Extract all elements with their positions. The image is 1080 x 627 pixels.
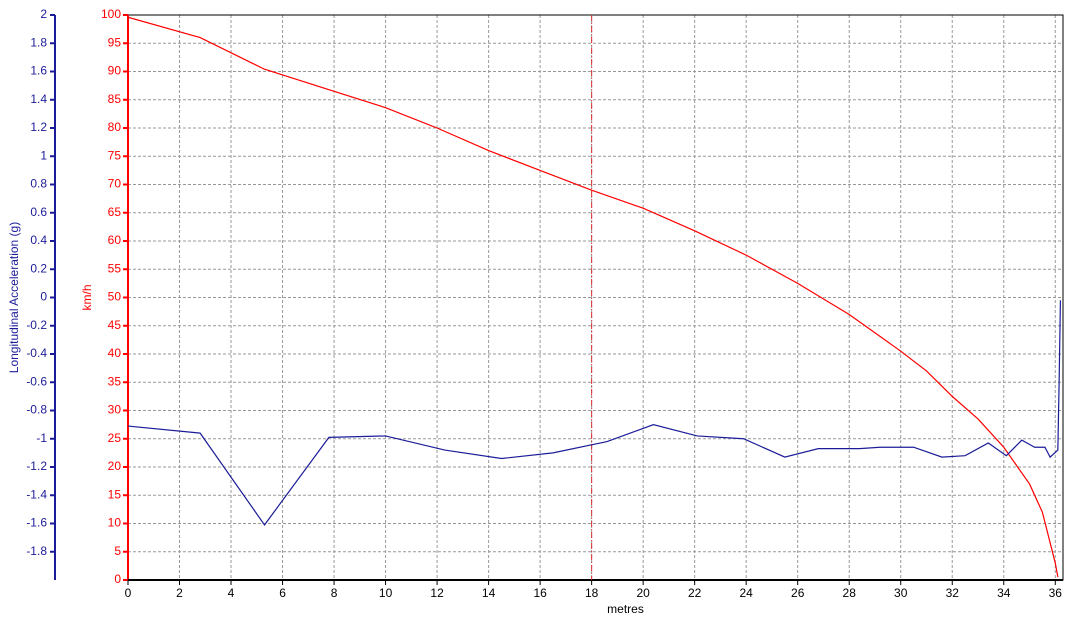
y2-tick-label: 80 (108, 120, 122, 134)
y-tick-label: -1.8 (26, 544, 47, 558)
y-tick-label: -0.6 (26, 374, 47, 388)
x-tick-label: 10 (379, 586, 393, 600)
y2-tick-label: 5 (114, 544, 121, 558)
y2-tick-label: 40 (108, 346, 122, 360)
x-tick-label: 30 (894, 586, 908, 600)
y-tick-label: 2 (40, 7, 47, 21)
x-tick-label: 0 (125, 586, 132, 600)
y2-tick-label: 30 (108, 403, 122, 417)
y-tick-label: 1.4 (30, 92, 47, 106)
y2-tick-label: 85 (108, 92, 122, 106)
y2-tick-label: 50 (108, 290, 122, 304)
x-tick-label: 36 (1049, 586, 1063, 600)
x-tick-label: 16 (533, 586, 547, 600)
y2-tick-label: 65 (108, 205, 122, 219)
y-tick-label: -1.6 (26, 516, 47, 530)
y-tick-label: 0.2 (30, 261, 47, 275)
x-tick-label: 2 (176, 586, 183, 600)
y-tick-label: 0.8 (30, 177, 47, 191)
y2-tick-label: 90 (108, 64, 122, 78)
x-tick-label: 18 (585, 586, 599, 600)
x-tick-label: 12 (430, 586, 444, 600)
x-tick-label: 22 (688, 586, 702, 600)
x-tick-label: 8 (331, 586, 338, 600)
x-tick-label: 26 (791, 586, 805, 600)
y2-tick-label: 75 (108, 148, 122, 162)
y-tick-label: 1.6 (30, 64, 47, 78)
y2-tick-label: 60 (108, 233, 122, 247)
y-tick-label: 0 (40, 290, 47, 304)
y2-tick-label: 15 (108, 487, 122, 501)
x-tick-label: 34 (997, 586, 1011, 600)
y2-tick-label: 20 (108, 459, 122, 473)
y-tick-label: 1 (40, 148, 47, 162)
y2-tick-label: 0 (114, 572, 121, 586)
y2-tick-label: 25 (108, 431, 122, 445)
x-tick-label: 24 (740, 586, 754, 600)
y-tick-label: -1.2 (26, 459, 47, 473)
y2-tick-label: 70 (108, 177, 122, 191)
y-tick-label: -1.4 (26, 487, 47, 501)
y-tick-label: -0.8 (26, 403, 47, 417)
y-tick-label: 1.8 (30, 35, 47, 49)
y-tick-label: 1.2 (30, 120, 47, 134)
y2-axis-label: km/h (80, 284, 94, 310)
y2-tick-label: 35 (108, 374, 122, 388)
x-tick-label: 4 (228, 586, 235, 600)
y2-tick-label: 45 (108, 318, 122, 332)
y-axis-label: Longitudinal Acceleration (g) (7, 222, 21, 373)
y-tick-label: 0.6 (30, 205, 47, 219)
y2-tick-label: 55 (108, 261, 122, 275)
y-tick-label: 0.4 (30, 233, 47, 247)
y-tick-label: -0.2 (26, 318, 47, 332)
series-line (127, 16, 1059, 578)
x-tick-label: 14 (482, 586, 496, 600)
x-tick-label: 32 (946, 586, 960, 600)
series-line (127, 300, 1062, 526)
x-axis-label: metres (607, 602, 644, 616)
x-tick-label: 20 (636, 586, 650, 600)
y-tick-label: -0.4 (26, 346, 47, 360)
x-tick-label: 6 (279, 586, 286, 600)
y2-tick-label: 10 (108, 516, 122, 530)
y2-tick-label: 100 (101, 7, 121, 21)
y2-tick-label: 95 (108, 35, 122, 49)
x-tick-label: 28 (843, 586, 857, 600)
y-tick-label: -1 (36, 431, 47, 445)
